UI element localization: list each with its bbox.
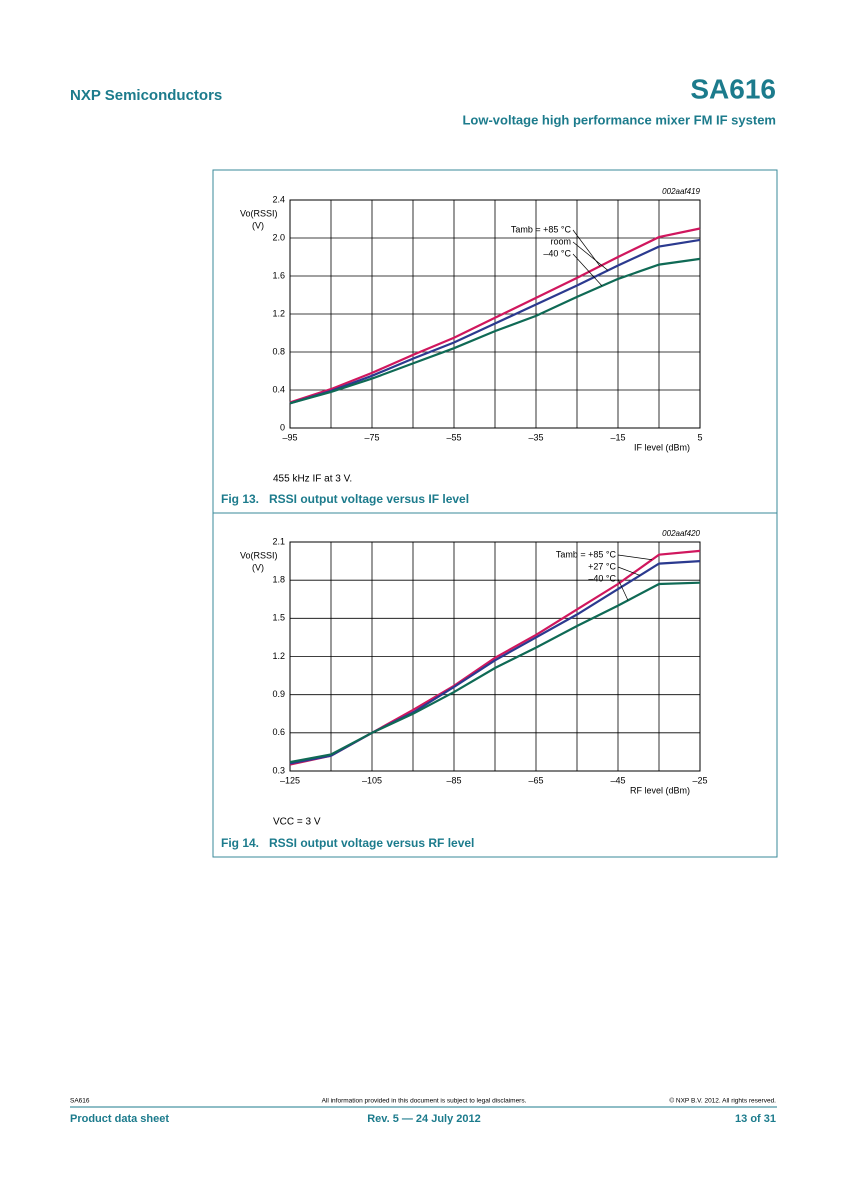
x-tick-label: –25: [692, 775, 707, 785]
figure-code: 002aaf419: [662, 187, 700, 196]
x-tick-label: –75: [364, 432, 379, 442]
figure-note: VCC = 3 V: [273, 817, 321, 828]
x-tick-label: –105: [362, 775, 382, 785]
y-tick-label: 0.4: [272, 384, 285, 394]
x-tick-label: –15: [610, 432, 625, 442]
x-tick-label: –55: [446, 432, 461, 442]
y-tick-label: 2.1: [272, 536, 285, 546]
y-tick-label: 0.3: [272, 765, 285, 775]
y-tick-label: 2.4: [272, 194, 285, 204]
x-tick-label: –85: [446, 775, 461, 785]
footer-disclaimer: All information provided in this documen…: [322, 1098, 527, 1105]
x-tick-label: –65: [528, 775, 543, 785]
x-tick-label: 5: [697, 432, 702, 442]
x-axis-label: RF level (dBm): [630, 785, 690, 795]
footer-part: SA616: [70, 1098, 90, 1105]
y-tick-label: 2.0: [272, 232, 285, 242]
figure-caption: Fig 13. RSSI output voltage versus IF le…: [221, 492, 469, 506]
footer-revision: Rev. 5 — 24 July 2012: [367, 1113, 481, 1125]
footer-copyright: © NXP B.V. 2012. All rights reserved.: [669, 1097, 776, 1105]
y-tick-label: 0.8: [272, 346, 285, 356]
y-axis-unit: (V): [252, 562, 264, 572]
y-tick-label: 1.8: [272, 575, 285, 585]
figure-caption: Fig 14. RSSI output voltage versus RF le…: [221, 836, 474, 850]
footer-doctype: Product data sheet: [70, 1113, 169, 1125]
y-axis-label: Vo(RSSI): [240, 550, 278, 560]
series-label: Tamb = +85 °C: [511, 224, 572, 234]
y-axis-unit: (V): [252, 220, 264, 230]
x-tick-label: –95: [282, 432, 297, 442]
part-number: SA616: [690, 73, 776, 104]
series-label: room: [550, 236, 571, 246]
leader-line: [617, 554, 653, 561]
x-axis-label: IF level (dBm): [634, 442, 690, 452]
y-tick-label: 0: [280, 422, 285, 432]
y-tick-label: 1.5: [272, 613, 285, 623]
series-line: [289, 227, 701, 404]
plot-frame: [289, 541, 701, 772]
series-label: –40 °C: [543, 248, 571, 258]
series-line: [289, 581, 701, 764]
series-line: [289, 257, 701, 405]
y-tick-label: 0.6: [272, 727, 285, 737]
figure-code: 002aaf420: [662, 529, 700, 538]
figure-note: 455 kHz IF at 3 V.: [273, 474, 352, 485]
plot-frame: [289, 199, 701, 429]
footer-page: 13 of 31: [735, 1113, 776, 1125]
subtitle: Low-voltage high performance mixer FM IF…: [462, 112, 776, 127]
leader-line: [617, 578, 629, 601]
leader-line: [617, 566, 641, 576]
series-label: –40 °C: [588, 573, 616, 583]
y-tick-label: 1.6: [272, 270, 285, 280]
series-label: +27 °C: [588, 561, 616, 571]
leader-line: [572, 241, 609, 271]
leader-line: [572, 253, 603, 287]
y-tick-label: 0.9: [272, 689, 285, 699]
y-tick-label: 1.2: [272, 308, 285, 318]
x-tick-label: –35: [528, 432, 543, 442]
y-axis-label: Vo(RSSI): [240, 208, 278, 218]
x-tick-label: –45: [610, 775, 625, 785]
series-label: Tamb = +85 °C: [556, 549, 617, 559]
company: NXP Semiconductors: [70, 87, 222, 104]
x-tick-label: –125: [280, 775, 300, 785]
y-tick-label: 1.2: [272, 651, 285, 661]
series-line: [289, 238, 701, 405]
